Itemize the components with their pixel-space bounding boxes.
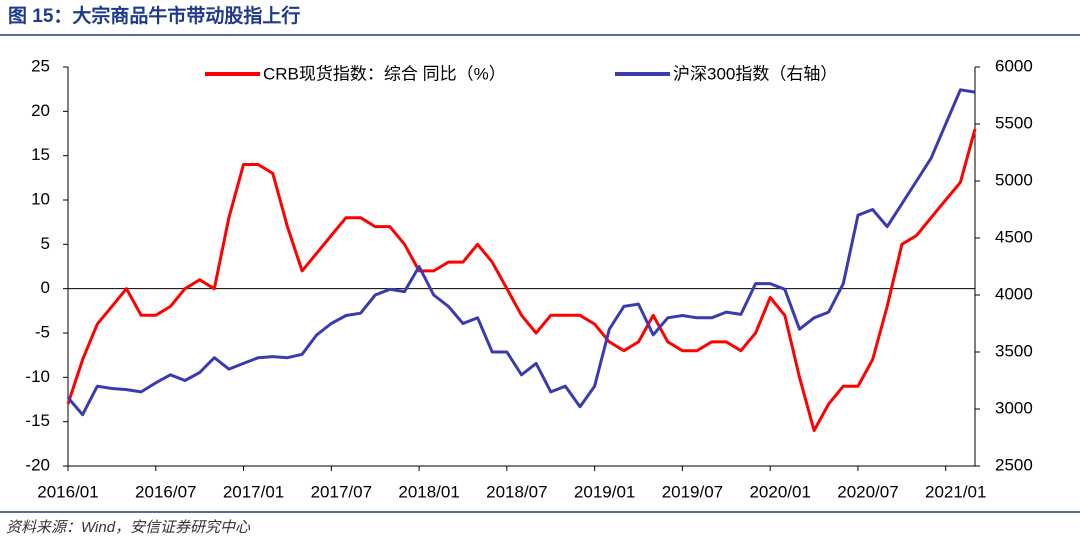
y2-tick-label: 5000 [995, 170, 1033, 189]
y2-tick-label: 5500 [995, 113, 1033, 132]
y-tick-label: -5 [35, 322, 50, 341]
legend-label: CRB现货指数：综合 同比（%） [263, 64, 506, 83]
x-tick-label: 2018/07 [486, 482, 547, 501]
y-tick-label: -15 [25, 411, 50, 430]
y-tick-label: 20 [31, 101, 50, 120]
x-tick-label: 2018/01 [398, 482, 459, 501]
source: 资料来源：Wind，安信证券研究中心 [6, 519, 251, 536]
chart-title: 图 15：大宗商品牛市带动股指上行 [8, 4, 300, 27]
y-tick-label: -20 [25, 455, 50, 474]
legend-label: 沪深300指数（右轴） [673, 64, 837, 83]
x-tick-label: 2019/07 [662, 482, 723, 501]
y-tick-label: 25 [31, 56, 50, 75]
y2-tick-label: 2500 [995, 455, 1033, 474]
x-tick-label: 2020/01 [749, 482, 810, 501]
y2-tick-label: 4500 [995, 227, 1033, 246]
series-line [66, 128, 977, 432]
x-tick-label: 2017/01 [223, 482, 284, 501]
y-tick-label: -10 [25, 367, 50, 386]
y2-tick-label: 3500 [995, 341, 1033, 360]
x-tick-label: 2016/01 [37, 482, 98, 501]
x-tick-label: 2020/07 [837, 482, 898, 501]
y-tick-label: 5 [41, 234, 50, 253]
y-tick-label: 0 [41, 278, 50, 297]
x-tick-label: 2017/07 [311, 482, 372, 501]
x-tick-label: 2021/01 [925, 482, 986, 501]
series-line [66, 88, 976, 417]
y2-tick-label: 3000 [995, 398, 1033, 417]
x-tick-label: 2019/01 [574, 482, 635, 501]
y2-tick-label: 4000 [995, 284, 1033, 303]
y-tick-label: 10 [31, 189, 50, 208]
y2-tick-label: 6000 [995, 56, 1033, 75]
y-tick-label: 15 [31, 145, 50, 164]
x-tick-label: 2016/07 [135, 482, 196, 501]
